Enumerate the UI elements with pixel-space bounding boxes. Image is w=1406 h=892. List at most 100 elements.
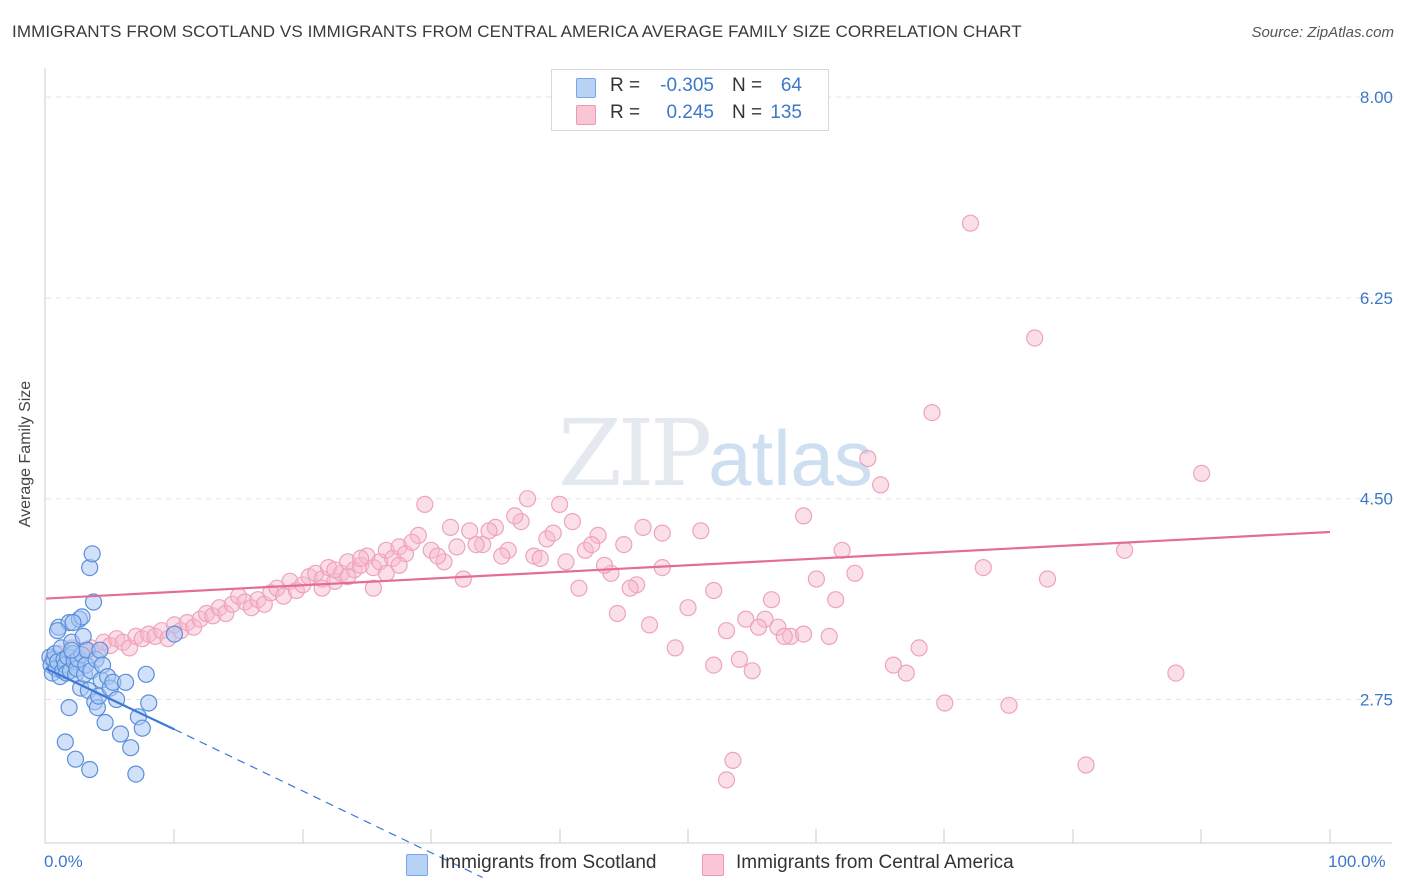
axes: [44, 68, 1392, 844]
scatter-point-central-america: [1115, 541, 1134, 559]
scatter-point-central-america: [730, 650, 749, 669]
scatter-point-central-america: [1038, 570, 1057, 588]
scatter-point-central-america: [390, 538, 408, 556]
scatter-point-central-america: [538, 530, 556, 548]
scatter-point-central-america: [390, 556, 408, 574]
scatter-point-central-america: [210, 599, 228, 617]
y-tick-label: 4.50: [1360, 490, 1393, 509]
scatter-point-scotland: [133, 719, 151, 737]
scatter-point-central-america: [692, 522, 710, 540]
legend-r-label: R =: [610, 102, 641, 123]
trend-line-scotland-extension: [174, 728, 483, 878]
scatter-point-central-america: [705, 581, 723, 600]
scatter-point-scotland: [165, 625, 183, 643]
scatter-point-scotland: [60, 698, 78, 717]
scatter-point-scotland: [116, 673, 135, 691]
scatter-point-central-america: [499, 541, 517, 559]
scatter-point-central-america: [1167, 664, 1185, 682]
scatter-point-scotland: [56, 733, 74, 751]
trend-line-central-america: [45, 530, 1331, 600]
series-central-america: [43, 214, 1211, 789]
scatter-point-central-america: [871, 476, 890, 494]
scatter-point-scotland: [140, 694, 158, 712]
scatter-point-central-america: [1192, 464, 1211, 482]
trend-lines: [45, 530, 1331, 878]
scatter-point-central-america: [557, 553, 575, 571]
scatter-point-scotland: [111, 725, 130, 743]
scatter-point-central-america: [416, 495, 434, 513]
scatter-point-central-america: [961, 214, 980, 232]
scatter-point-central-america: [217, 604, 235, 623]
series-legend-swatch-scotland: [406, 854, 428, 876]
scatter-point-scotland: [64, 613, 82, 632]
scatter-point-central-america: [550, 495, 569, 513]
scatter-point-central-america: [794, 625, 813, 643]
scatter-point-scotland: [81, 760, 99, 779]
scatter-point-central-america: [717, 771, 736, 789]
source-credit: Source: ZipAtlas.com: [1251, 24, 1394, 41]
scatter-point-central-america: [608, 604, 627, 623]
scatter-point-central-america: [467, 535, 485, 554]
scatter-point-central-america: [429, 547, 447, 565]
scatter-point-central-america: [352, 549, 370, 568]
scatter-point-central-america: [474, 535, 492, 554]
legend-r-label: R =: [610, 75, 641, 96]
scatter-point-central-america: [827, 591, 845, 609]
legend-swatch-scotland: [576, 78, 596, 98]
scatter-point-central-america: [352, 556, 370, 574]
scatter-point-central-america: [563, 512, 582, 531]
scatter-point-central-america: [326, 561, 344, 579]
scatter-point-central-america: [762, 591, 781, 609]
scatter-point-central-america: [974, 558, 992, 577]
scatter-point-central-america: [936, 694, 954, 712]
legend-n-value: 64: [780, 75, 802, 96]
scatter-point-central-america: [454, 570, 472, 588]
scatter-point-central-america: [583, 535, 601, 554]
scatter-point-central-america: [769, 618, 787, 636]
series-legend-label: Immigrants from Central America: [736, 852, 1014, 873]
scatter-point-central-america: [653, 524, 671, 542]
scatter-point-central-america: [640, 616, 659, 634]
scatter-point-central-america: [441, 518, 460, 537]
scatter-point-central-america: [1077, 756, 1095, 774]
scatter-point-central-america: [364, 579, 382, 597]
scatter-point-central-america: [705, 656, 723, 674]
scatter-point-central-america: [1026, 329, 1044, 347]
scatter-point-central-america: [794, 507, 813, 525]
scatter-point-central-america: [1000, 696, 1018, 714]
scatter-point-scotland: [127, 765, 145, 783]
scatter-point-central-america: [422, 541, 440, 559]
scatter-point-central-america: [480, 522, 498, 540]
scatter-point-central-america: [923, 404, 941, 422]
scatter-point-central-america: [461, 522, 479, 540]
scatter-point-central-america: [403, 533, 421, 551]
scatter-point-central-america: [615, 535, 633, 554]
legend-n-label: N =: [732, 102, 763, 123]
scatter-point-scotland: [96, 713, 114, 732]
series-legend-swatch-central-america: [702, 854, 724, 876]
watermark: ZIPatlas: [558, 400, 873, 507]
scatter-point-central-america: [724, 751, 742, 770]
scatter-point-central-america: [717, 622, 736, 640]
y-tick-label: 8.00: [1360, 88, 1393, 107]
scatter-point-central-america: [749, 618, 768, 636]
scatter-point-central-america: [807, 570, 826, 588]
legend-r-value: -0.305: [660, 75, 714, 96]
correlation-legend: R = -0.305 N = 64 R = 0.245 N = 135: [551, 69, 829, 131]
scatter-point-scotland: [122, 739, 140, 757]
y-tick-labels: 2.75 4.50 6.25 8.00: [1360, 88, 1393, 710]
scatter-point-central-america: [666, 639, 684, 657]
legend-r-value: 0.245: [666, 102, 714, 123]
chart-title: IMMIGRANTS FROM SCOTLAND VS IMMIGRANTS F…: [12, 22, 1022, 41]
scatter-point-central-america: [544, 524, 562, 542]
scatter-point-central-america: [910, 639, 928, 657]
scatter-point-central-america: [518, 490, 537, 508]
scatter-point-central-america: [634, 518, 652, 537]
scatter-point-scotland: [63, 641, 81, 659]
scatter-point-scotland: [83, 545, 101, 563]
scatter-point-central-america: [737, 610, 755, 628]
scatter-point-central-america: [679, 599, 697, 617]
scatter-point-central-america: [859, 449, 877, 468]
scatter-point-central-america: [570, 579, 588, 597]
x-tick-label-min: 0.0%: [44, 852, 83, 871]
